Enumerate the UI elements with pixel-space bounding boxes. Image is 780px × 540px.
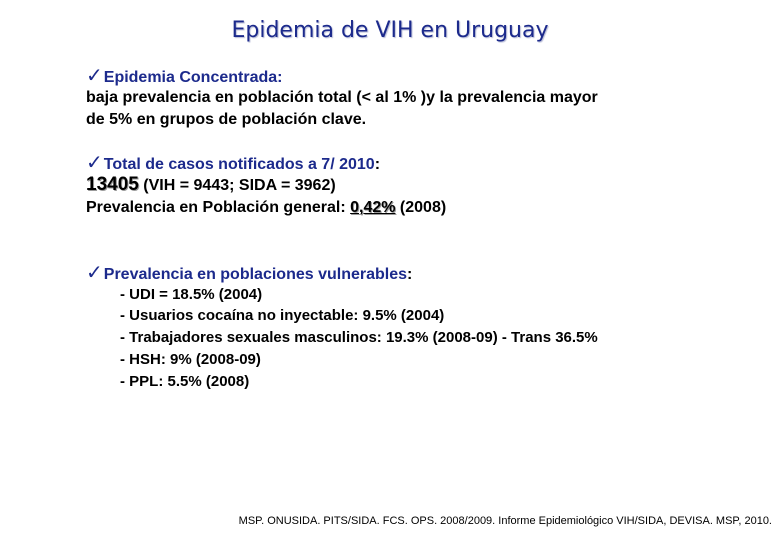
list-item: - Usuarios cocaína no inyectable: 9.5% (… [120,307,445,324]
prevalence-general-line: Prevalencia en Población general: 0,42% … [86,199,446,217]
total-cases-breakdown: (VIH = 9443; SIDA = 3962) [138,177,336,194]
section-casos-heading: ✓Total de casos notificados a 7/ 2010: [86,150,380,174]
total-cases-value: 13405 [86,174,139,195]
section-vulnerables-heading-colon: : [407,266,413,283]
section-epidemia-heading: ✓Epidemia Concentrada: [86,63,282,87]
section-epidemia-line-1: baja prevalencia en población total (< a… [86,89,598,106]
prevalence-general-label: Prevalencia en Población general: [86,199,351,216]
prevalence-general-value: 0,42% [350,199,396,216]
list-item: - Trabajadores sexuales masculinos: 19.3… [120,329,598,346]
section-vulnerables-heading: ✓Prevalencia en poblaciones vulnerables: [86,260,412,284]
list-item: - PPL: 5.5% (2008) [120,373,250,390]
section-epidemia-heading-text: Epidemia Concentrada: [103,69,283,86]
section-epidemia-line-2: de 5% en grupos de población clave. [86,111,367,128]
source-citation: MSP. ONUSIDA. PITS/SIDA. FCS. OPS. 2008/… [238,515,772,527]
page-title: Epidemia de VIH en Uruguay [231,18,549,43]
checkmark-icon: ✓ [86,260,103,284]
section-vulnerables-heading-text: Prevalencia en poblaciones vulnerables [103,266,408,283]
list-item: - UDI = 18.5% (2004) [120,286,263,303]
section-casos-heading-colon: : [374,156,381,173]
total-cases-line: 13405 (VIH = 9443; SIDA = 3962) [86,174,336,196]
prevalence-general-year: (2008) [395,199,447,216]
checkmark-icon: ✓ [86,63,103,87]
section-casos-heading-text: Total de casos notificados a 7/ 2010 [103,156,375,173]
list-item: - HSH: 9% (2008-09) [120,351,261,368]
checkmark-icon: ✓ [86,150,103,174]
